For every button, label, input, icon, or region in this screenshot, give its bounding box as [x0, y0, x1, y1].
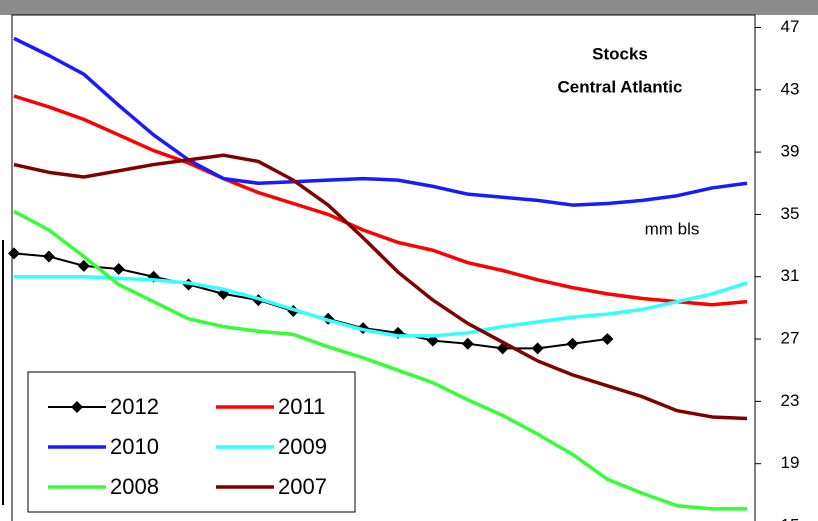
y-tick-label: 31 [781, 266, 800, 285]
legend-label: 2012 [110, 394, 159, 419]
point-marker [42, 250, 55, 263]
point-marker [77, 259, 90, 272]
point-marker [566, 337, 579, 350]
lines [8, 36, 748, 511]
y-tick-label: 35 [781, 204, 800, 223]
point-marker [531, 342, 544, 355]
legend-label: 2011 [278, 394, 325, 419]
legend-marker [71, 401, 83, 413]
legend-label: 2010 [110, 434, 159, 459]
series-line [13, 153, 748, 421]
series-line [14, 274, 748, 338]
y-tick-label: 39 [781, 142, 800, 161]
legend-label: 2009 [278, 434, 327, 459]
legend-label: 2007 [278, 474, 327, 499]
series-line [13, 209, 748, 511]
legend: 2012 2011 2010 2009 2008 2007 [27, 371, 356, 513]
point-marker [601, 333, 614, 346]
top-bar [0, 0, 818, 15]
point-marker [112, 262, 125, 275]
point-marker [461, 337, 474, 350]
series-line [13, 36, 748, 207]
y-tick-label: 43 [781, 79, 800, 98]
y-tick-label: 19 [781, 453, 800, 472]
point-marker [8, 247, 20, 260]
y-axis-label: mm bls [645, 219, 700, 238]
y-tick-label: 27 [781, 329, 800, 348]
legend-label: 2008 [110, 474, 159, 499]
chart-subtitle: Central Atlantic [557, 77, 682, 96]
y-tick-label: 15 [781, 515, 800, 521]
y-tick-label: 23 [781, 391, 800, 410]
series-line [13, 94, 748, 307]
chart-title: Stocks [592, 44, 648, 63]
y-tick-label: 47 [781, 17, 800, 36]
